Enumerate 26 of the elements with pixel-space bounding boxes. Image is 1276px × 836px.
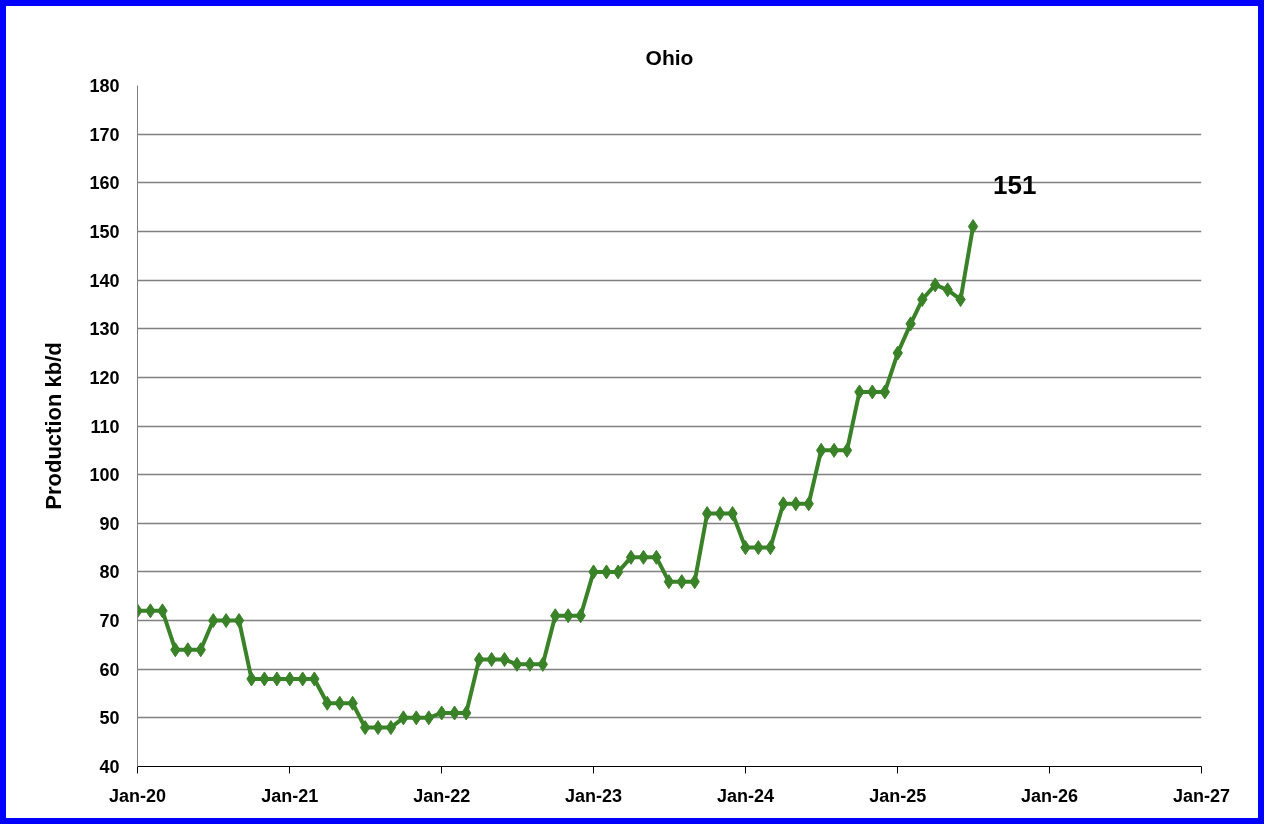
y-tick-label: 140 — [89, 270, 120, 291]
y-tick-label: 180 — [89, 76, 120, 96]
annotation: 151 — [993, 169, 1037, 200]
chart-title: Ohio — [645, 46, 694, 69]
y-tick-label: 40 — [99, 757, 120, 777]
y-tick-label: 90 — [99, 513, 120, 534]
x-tick-label: Jan-26 — [1021, 785, 1079, 806]
x-tick-label: Jan-21 — [261, 785, 319, 806]
x-tick-label: Jan-20 — [108, 785, 167, 806]
x-tick-label: Jan-22 — [413, 785, 471, 806]
y-tick-label: 150 — [89, 221, 120, 242]
y-tick-label: 70 — [99, 611, 120, 632]
y-axis-title: Production kb/d — [41, 342, 67, 510]
x-tick-label: Jan-23 — [565, 785, 623, 806]
x-tick-label: Jan-25 — [869, 785, 927, 806]
y-tick-label: 100 — [89, 465, 120, 486]
y-tick-label: 50 — [99, 708, 120, 729]
x-tick-label: Jan-27 — [1172, 785, 1231, 806]
y-tick-label: 80 — [99, 562, 120, 583]
y-tick-label: 110 — [90, 416, 120, 437]
y-tick-label: 160 — [89, 173, 120, 194]
y-tick-label: 130 — [89, 319, 120, 340]
x-tick-label: Jan-24 — [716, 785, 774, 806]
y-tick-label: 170 — [89, 124, 120, 145]
y-tick-label: 120 — [89, 367, 120, 388]
y-tick-label: 60 — [99, 659, 120, 680]
